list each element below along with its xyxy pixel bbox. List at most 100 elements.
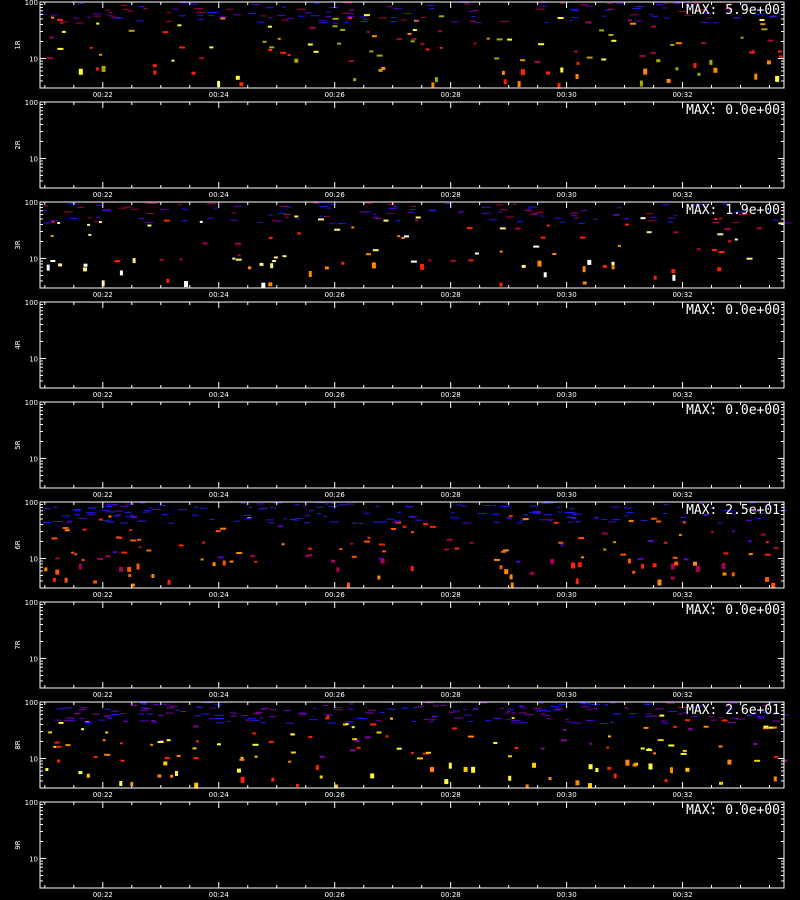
heatmap-cell xyxy=(364,736,371,739)
heatmap-cell xyxy=(613,541,617,544)
heatmap-cell xyxy=(647,748,651,751)
heatmap-cell xyxy=(673,231,679,234)
heatmap-cell xyxy=(463,708,467,710)
heatmap-cell xyxy=(151,720,156,722)
heatmap-cell xyxy=(571,10,579,12)
heatmap-cell xyxy=(143,8,148,10)
heatmap-cell xyxy=(564,718,569,720)
heatmap-cell xyxy=(402,525,407,528)
y-axis-label: 3R xyxy=(14,240,22,249)
heatmap-cell xyxy=(42,521,52,523)
x-tick-label: 00:32 xyxy=(672,291,692,299)
heatmap-cell xyxy=(257,221,263,223)
heatmap-cell xyxy=(308,271,312,277)
y-tick-label: 10 xyxy=(29,455,38,463)
heatmap-cell xyxy=(682,749,687,752)
heatmap-cell xyxy=(703,725,709,728)
heatmap-cell xyxy=(700,203,710,205)
heatmap-cell xyxy=(538,43,545,46)
heatmap-cell xyxy=(119,713,126,715)
heatmap-cell xyxy=(469,20,477,22)
heatmap-cell xyxy=(446,538,453,541)
x-tick-label: 00:32 xyxy=(672,191,692,199)
heatmap-cell xyxy=(647,540,654,543)
heatmap-cell xyxy=(567,521,574,523)
heatmap-cell xyxy=(182,208,189,210)
heatmap-cell xyxy=(778,13,786,15)
heatmap-cell xyxy=(372,216,379,218)
heatmap-cell xyxy=(569,8,579,10)
heatmap-cell xyxy=(524,714,534,716)
heatmap-cell xyxy=(101,65,106,72)
heatmap-cell xyxy=(600,519,608,521)
heatmap-cell xyxy=(106,503,111,505)
heatmap-cell xyxy=(390,17,397,19)
heatmap-cell xyxy=(563,728,567,731)
heatmap-cell xyxy=(558,704,566,706)
x-tick-label: 00:28 xyxy=(441,291,461,299)
heatmap-cell xyxy=(115,17,124,19)
heatmap-cell xyxy=(588,764,593,770)
heatmap-cell xyxy=(342,723,347,726)
heatmap-cell xyxy=(552,253,557,255)
heatmap-cell xyxy=(83,267,87,272)
heatmap-cell xyxy=(349,703,354,705)
heatmap-cell xyxy=(152,64,157,68)
heatmap-cell xyxy=(308,736,313,739)
heatmap-cell xyxy=(328,506,338,507)
heatmap-cell xyxy=(146,713,153,715)
heatmap-cell xyxy=(387,6,393,8)
max-label: MAX: 2.6e+01 xyxy=(686,703,780,718)
heatmap-cell xyxy=(511,722,518,724)
heatmap-cell xyxy=(352,738,358,741)
heatmap-cell xyxy=(378,521,388,523)
heatmap-cell xyxy=(332,17,339,20)
heatmap-cell xyxy=(696,248,701,251)
heatmap-cell xyxy=(131,208,140,210)
heatmap-cell xyxy=(376,54,383,57)
heatmap-cell xyxy=(120,505,129,507)
heatmap-cell xyxy=(655,4,663,6)
heatmap-cell xyxy=(505,216,514,218)
heatmap-cell xyxy=(557,17,564,19)
heatmap-cell xyxy=(610,721,615,723)
heatmap-cell xyxy=(313,50,319,53)
heatmap-cell xyxy=(500,550,506,553)
heatmap-cell xyxy=(530,571,535,575)
plot-frame xyxy=(39,701,785,789)
heatmap-cell xyxy=(199,220,203,223)
heatmap-cell xyxy=(337,42,342,45)
heatmap-cell xyxy=(697,72,701,76)
heatmap-cell xyxy=(82,528,87,531)
heatmap-cell xyxy=(150,202,158,204)
heatmap-cell xyxy=(703,514,709,516)
heatmap-cell xyxy=(655,708,665,710)
heatmap-cell xyxy=(429,8,434,10)
heatmap-cell xyxy=(579,4,588,6)
heatmap-cell xyxy=(641,563,645,569)
heatmap-cell xyxy=(107,14,114,16)
heatmap-cell xyxy=(323,515,328,517)
heatmap-cell xyxy=(267,25,272,28)
heatmap-cell xyxy=(199,57,204,60)
heatmap-cell xyxy=(511,712,516,714)
heatmap-cell xyxy=(53,506,58,508)
heatmap-cells xyxy=(45,701,790,789)
heatmap-cell xyxy=(162,703,170,705)
y-axis-label: 7R xyxy=(14,640,22,649)
heatmap-cell xyxy=(341,12,349,14)
heatmap-cell xyxy=(283,710,292,712)
heatmap-cell xyxy=(471,766,476,773)
y-tick-label: 100 xyxy=(25,400,38,407)
heatmap-cell xyxy=(295,518,304,520)
heatmap-cell xyxy=(713,67,718,73)
heatmap-cell xyxy=(683,558,689,561)
heatmap-cell xyxy=(81,728,85,731)
heatmap-cell xyxy=(538,519,546,521)
heatmap-cell xyxy=(471,16,476,17)
heatmap-cell xyxy=(317,513,322,514)
heatmap-cell xyxy=(535,8,545,10)
heatmap-cell xyxy=(746,715,752,717)
heatmap-cell xyxy=(261,282,266,288)
heatmap-cell xyxy=(674,561,679,566)
